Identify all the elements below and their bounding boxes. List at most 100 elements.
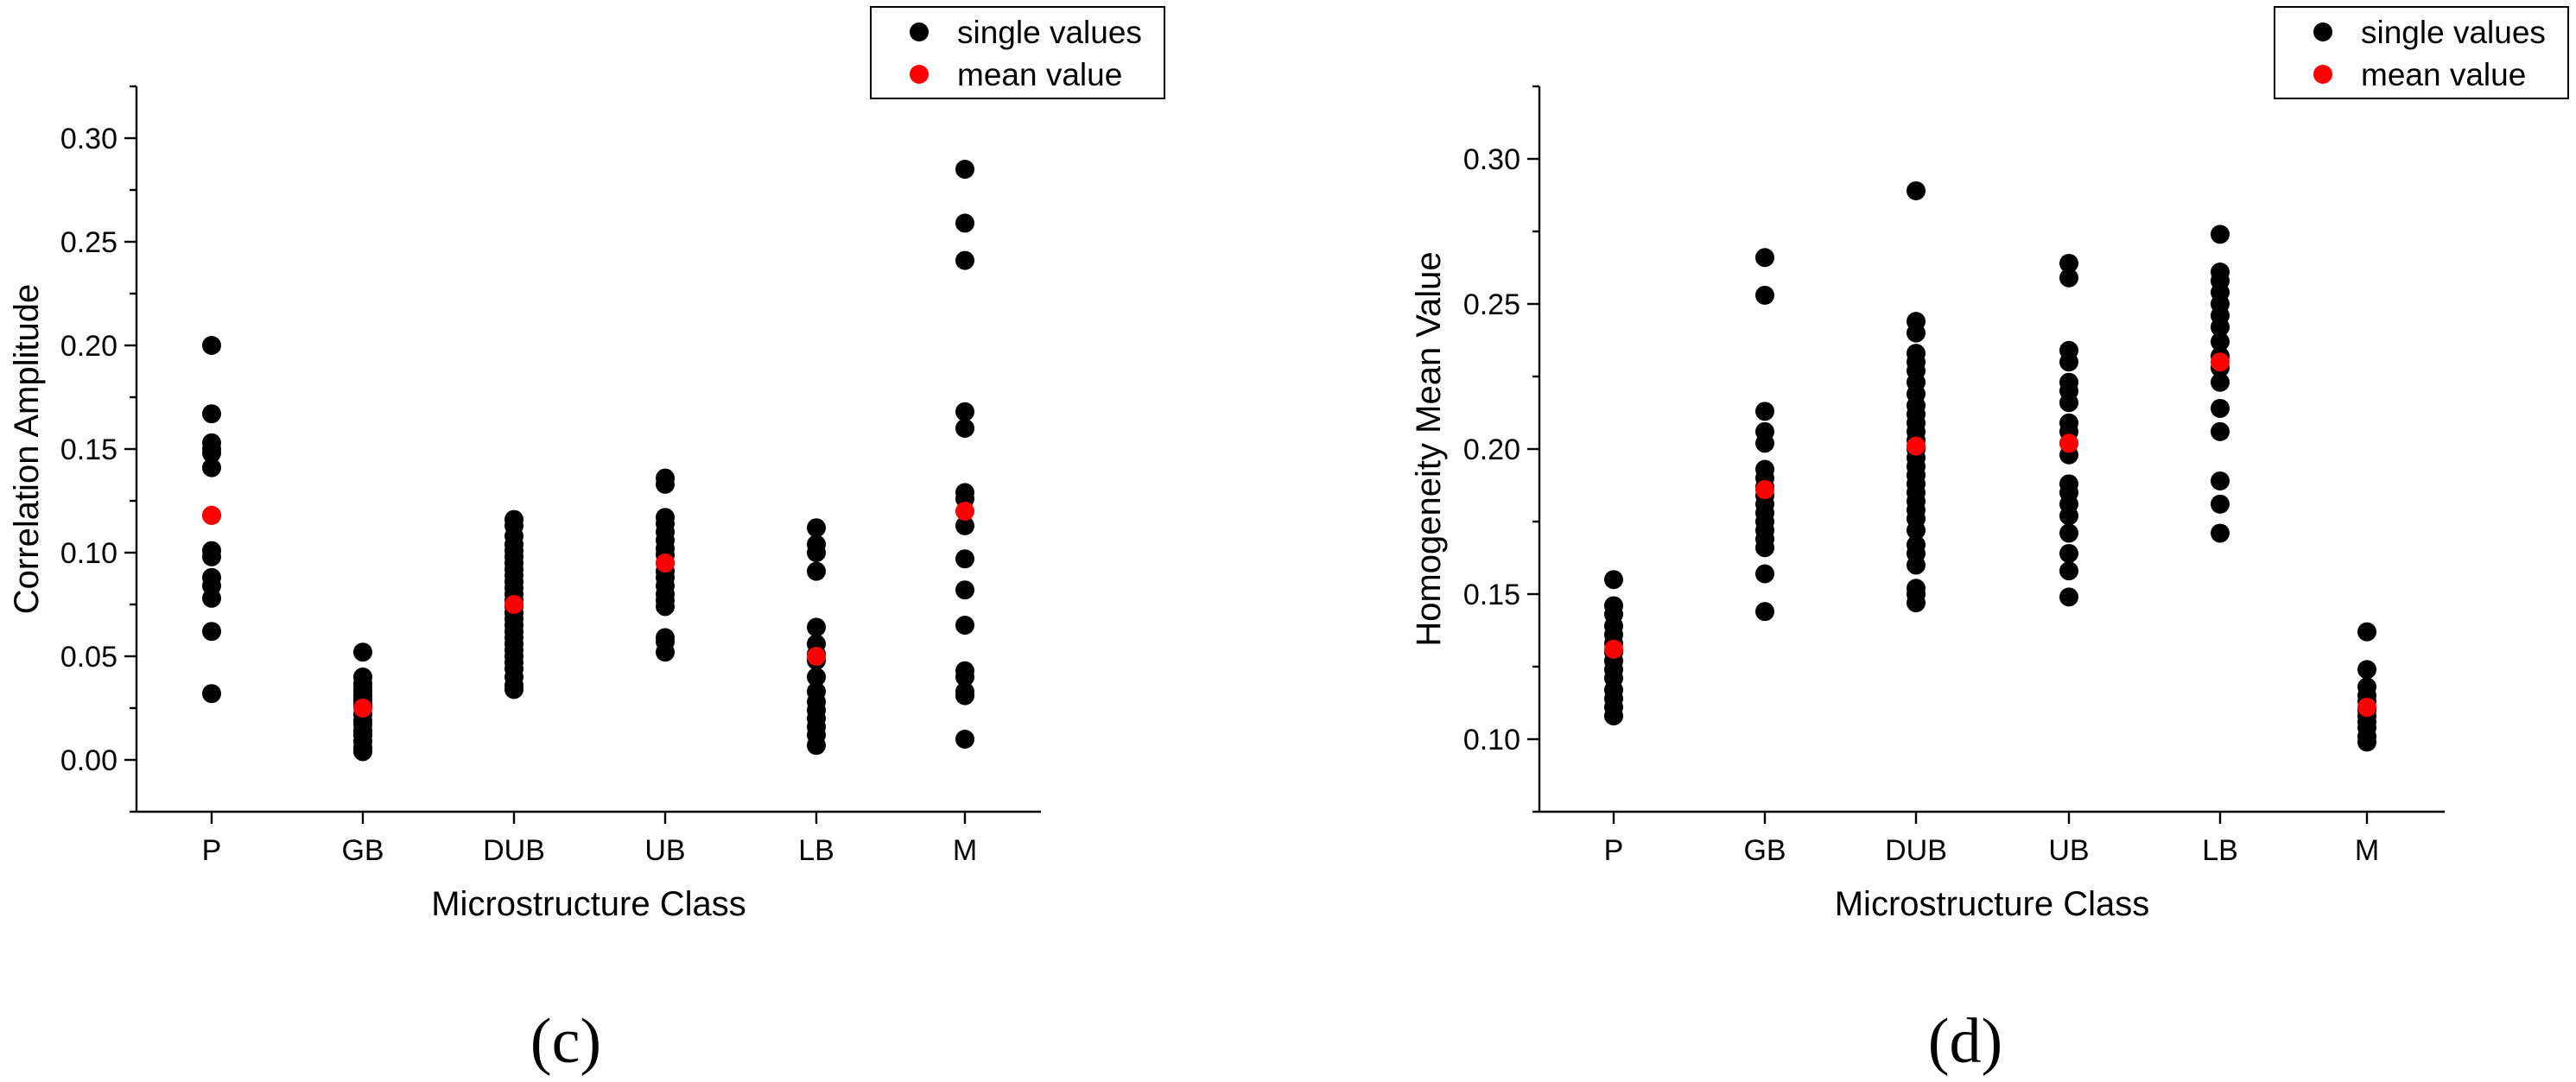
- data-point-single: [2059, 352, 2078, 372]
- data-point-single: [955, 516, 974, 535]
- data-point-single: [2211, 372, 2230, 392]
- y-tick-label: 0.20: [60, 330, 117, 363]
- data-point-single: [202, 684, 221, 704]
- data-point-single: [1755, 602, 1774, 622]
- data-point-single: [1755, 564, 1774, 584]
- x-axis-title: Microstructure Class: [1835, 885, 2150, 923]
- data-point-single: [955, 160, 974, 179]
- data-point-single: [1755, 248, 1774, 268]
- data-point-single: [807, 518, 826, 538]
- data-point-single: [2357, 622, 2376, 642]
- data-point-single: [807, 543, 826, 562]
- data-point-mean: [2211, 352, 2230, 372]
- x-tick-label: UB: [2048, 834, 2089, 867]
- legend-marker-single: [910, 22, 929, 41]
- y-tick-label: 0.15: [60, 433, 117, 466]
- data-point-mean: [2357, 698, 2376, 718]
- y-axis-title: Homogeneity Mean Value: [1410, 251, 1448, 646]
- data-point-single: [202, 547, 221, 566]
- data-point-mean: [1755, 480, 1774, 500]
- data-point-single: [353, 742, 372, 762]
- data-point-single: [504, 680, 523, 699]
- panel-label: (d): [1928, 1006, 2002, 1077]
- y-tick-label: 0.05: [60, 641, 117, 674]
- legend-label-single: single values: [2361, 15, 2546, 50]
- data-point-single: [2059, 253, 2078, 273]
- data-point-single: [1755, 285, 1774, 305]
- data-point-single: [656, 474, 675, 494]
- data-point-single: [2357, 660, 2376, 680]
- data-point-single: [2211, 317, 2230, 337]
- data-point-mean: [807, 647, 826, 666]
- data-point-mean: [656, 554, 675, 573]
- data-point-single: [1907, 555, 1926, 575]
- data-point-mean: [202, 505, 221, 525]
- legend-marker-single: [2313, 22, 2332, 41]
- data-point-single: [2211, 225, 2230, 244]
- data-point-single: [353, 642, 372, 662]
- y-tick-label: 0.00: [60, 744, 117, 777]
- data-point-single: [2357, 732, 2376, 752]
- data-point-single: [2211, 421, 2230, 441]
- data-point-single: [955, 419, 974, 438]
- y-tick-label: 0.20: [1463, 433, 1520, 466]
- y-tick-label: 0.10: [1463, 724, 1520, 756]
- data-point-mean: [2059, 433, 2078, 453]
- data-point-single: [656, 597, 675, 617]
- data-point-single: [955, 668, 974, 687]
- legend-label-single: single values: [957, 15, 1142, 50]
- data-point-single: [1604, 570, 1623, 590]
- data-point-single: [2211, 494, 2230, 514]
- data-point-mean: [1907, 436, 1926, 456]
- x-tick-label: DUB: [483, 834, 545, 867]
- data-point-single: [2059, 393, 2078, 413]
- data-point-mean: [1604, 639, 1623, 659]
- data-point-single: [807, 736, 826, 756]
- data-point-single: [1755, 538, 1774, 558]
- y-tick-label: 0.25: [60, 226, 117, 259]
- data-point-single: [2211, 332, 2230, 351]
- data-point-single: [955, 580, 974, 600]
- data-point-single: [2211, 523, 2230, 543]
- data-point-single: [807, 617, 826, 637]
- data-point-single: [2059, 268, 2078, 288]
- x-tick-label: LB: [2202, 834, 2238, 867]
- panel-label: (c): [530, 1006, 601, 1077]
- data-point-single: [2059, 587, 2078, 607]
- x-tick-label: P: [1604, 834, 1624, 867]
- chart-panel-d: 0.10 0.15 0.20 0.25 0.30 P GB DUB UB LB M Microstru…: [1410, 6, 2569, 1077]
- x-tick-label: GB: [1743, 834, 1786, 867]
- data-point-single: [202, 404, 221, 424]
- data-point-single: [1907, 180, 1926, 200]
- x-tick-label: P: [202, 834, 222, 867]
- data-point-single: [2059, 543, 2078, 563]
- data-point-single: [202, 588, 221, 608]
- data-point-single: [202, 622, 221, 642]
- data-point-single: [2059, 506, 2078, 526]
- data-point-single: [1907, 323, 1926, 343]
- y-tick-label: 0.30: [1463, 143, 1520, 176]
- data-point-single: [955, 686, 974, 706]
- x-axis-title: Microstructure Class: [431, 885, 746, 923]
- data-point-single: [1907, 593, 1926, 613]
- y-tick-label: 0.30: [60, 123, 117, 155]
- data-point-single: [955, 250, 974, 270]
- data-point-mean: [955, 502, 974, 521]
- y-axis-title: Correlation Amplitude: [8, 284, 46, 614]
- data-point-single: [1907, 521, 1926, 541]
- data-point-single: [807, 668, 826, 687]
- data-point-mean: [353, 699, 372, 718]
- legend-marker-mean: [910, 65, 929, 84]
- data-point-single: [955, 402, 974, 421]
- data-point-single: [2059, 561, 2078, 581]
- data-point-single: [807, 561, 826, 581]
- x-tick-label: LB: [798, 834, 834, 867]
- data-point-single: [1604, 706, 1623, 726]
- y-tick-label: 0.25: [1463, 288, 1520, 321]
- y-tick-label: 0.15: [1463, 579, 1520, 611]
- data-point-single: [202, 458, 221, 478]
- x-tick-label: DUB: [1885, 834, 1947, 867]
- data-point-single: [955, 213, 974, 233]
- x-tick-label: M: [2355, 834, 2379, 867]
